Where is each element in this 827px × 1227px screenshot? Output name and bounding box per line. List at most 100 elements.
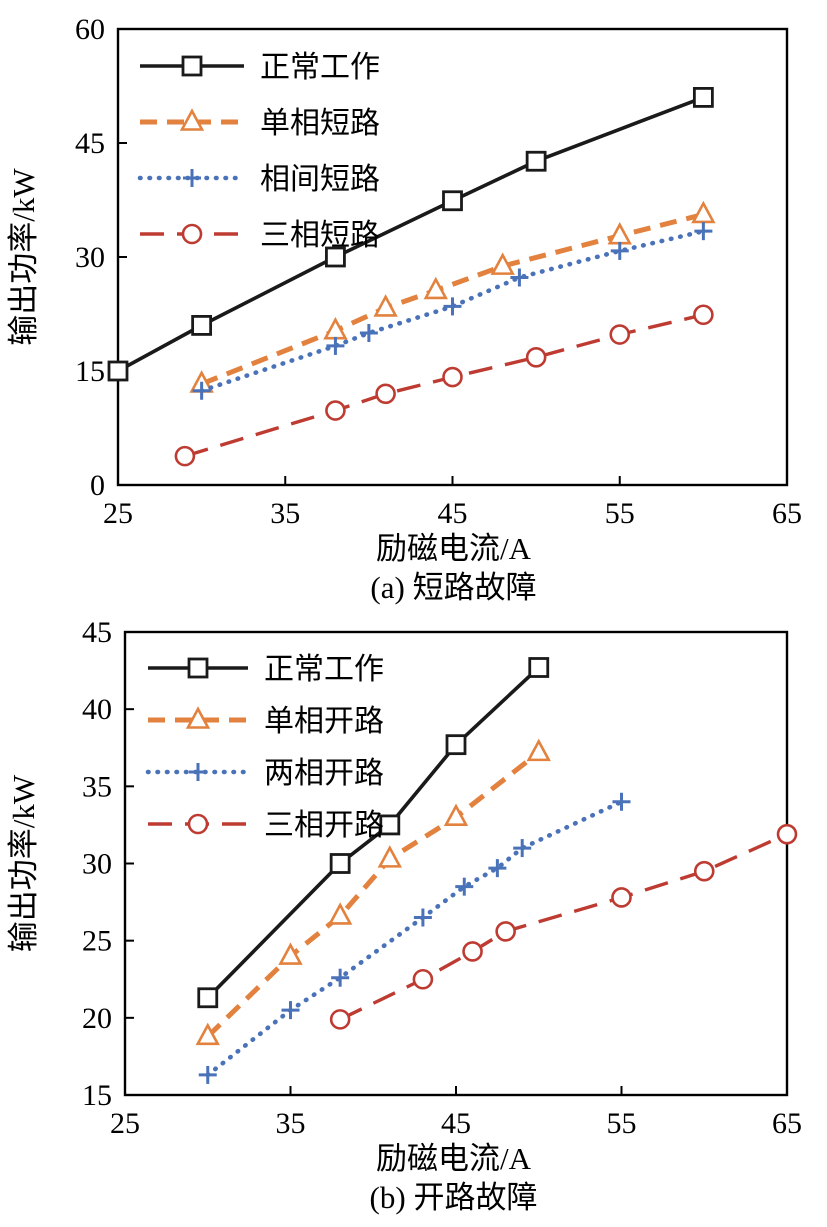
marker-circle bbox=[442, 366, 463, 388]
legend-item: 两相开路 bbox=[145, 757, 384, 790]
marker-square bbox=[525, 150, 547, 172]
legend-item: 三相开路 bbox=[148, 809, 384, 842]
marker-circle bbox=[375, 383, 396, 405]
marker-triangle bbox=[179, 108, 205, 131]
series-3 bbox=[192, 222, 713, 400]
y-tick-label: 60 bbox=[75, 13, 105, 46]
marker-triangle bbox=[443, 803, 469, 827]
chart-a-x-axis-label: 励磁电流/A bbox=[376, 531, 531, 566]
series-2 bbox=[195, 738, 551, 1046]
y-tick-label: 0 bbox=[90, 469, 105, 502]
series-4 bbox=[329, 824, 798, 1030]
marker-triangle bbox=[490, 252, 515, 275]
chart-a: 25 35 45 55 65 0 15 30 45 60 输出功率/kW 正常工作单相短路相间短路三相… bbox=[0, 4, 827, 606]
y-tick-label: 30 bbox=[82, 848, 112, 881]
series-line bbox=[117, 95, 705, 373]
legend-label: 单相开路 bbox=[264, 705, 384, 738]
legend-label: 单相短路 bbox=[260, 107, 380, 140]
chart-b: 25 35 45 55 65 15 20 25 30 35 40 45 输出功率/kW 正常工作 单相开路两… bbox=[0, 616, 827, 1216]
marker-square bbox=[325, 246, 346, 268]
chart-b-x-axis-label: 励磁电流/A bbox=[376, 1141, 531, 1177]
legend-label: 三相开路 bbox=[264, 809, 384, 842]
marker-square bbox=[107, 360, 129, 382]
marker-circle bbox=[609, 324, 631, 345]
legend-item: 单相开路 bbox=[148, 705, 384, 738]
marker-triangle bbox=[377, 845, 402, 868]
x-tick-label: 55 bbox=[607, 1107, 637, 1140]
y-tick-label: 15 bbox=[82, 1079, 112, 1112]
marker-circle bbox=[174, 445, 196, 467]
marker-triangle bbox=[278, 942, 303, 966]
marker-circle bbox=[329, 1009, 351, 1030]
y-tick-label: 15 bbox=[75, 355, 105, 388]
legend-label: 三相短路 bbox=[260, 219, 380, 252]
series-line bbox=[205, 799, 624, 1078]
plot-frame bbox=[116, 27, 789, 487]
marker-circle bbox=[412, 969, 434, 990]
legend-label: 两相开路 bbox=[264, 757, 384, 790]
chart-a-caption: (a) 短路故障 bbox=[370, 569, 537, 605]
y-axis-label: 输出功率/kW bbox=[6, 774, 41, 952]
legend-item: 相间短路 bbox=[137, 163, 380, 196]
series-1 bbox=[107, 87, 714, 382]
marker-circle bbox=[611, 887, 632, 908]
y-tick-label: 45 bbox=[82, 616, 112, 649]
legend-item: 正常工作 bbox=[148, 653, 384, 686]
y-tick-label: 30 bbox=[75, 241, 105, 274]
marker-square bbox=[445, 734, 467, 756]
legend-item: 三相短路 bbox=[140, 219, 380, 252]
marker-square bbox=[442, 190, 463, 212]
x-tick-label: 55 bbox=[605, 497, 635, 530]
marker-circle bbox=[693, 304, 714, 326]
x-tick-label: 65 bbox=[772, 1107, 802, 1140]
marker-square bbox=[528, 657, 550, 679]
axes: 25 35 45 55 65 15 20 25 30 35 40 45 输出功率/kW bbox=[6, 616, 802, 1140]
axes: 25 35 45 55 65 0 15 30 45 60 输出功率/kW bbox=[6, 13, 802, 530]
marker-triangle bbox=[185, 706, 211, 729]
legend-label: 正常工作 bbox=[264, 653, 384, 686]
y-tick-label: 45 bbox=[75, 127, 105, 160]
x-tick-label: 45 bbox=[438, 497, 468, 530]
legend-item: 正常工作 bbox=[140, 51, 380, 84]
marker-circle bbox=[693, 861, 715, 882]
x-tick-label: 35 bbox=[276, 1107, 306, 1140]
marker-triangle bbox=[526, 738, 551, 762]
plot-frame bbox=[123, 630, 789, 1097]
marker-circle bbox=[181, 223, 203, 245]
chart-b-plot: 25 35 45 55 65 15 20 25 30 35 40 45 输出功率/kW 正常工作单相开路两… bbox=[6, 616, 802, 1140]
marker-square bbox=[692, 87, 714, 108]
marker-triangle bbox=[327, 902, 353, 925]
y-tick-label: 25 bbox=[82, 925, 112, 958]
marker-square bbox=[191, 314, 213, 336]
marker-square bbox=[181, 55, 203, 77]
marker-square bbox=[329, 853, 351, 875]
x-tick-label: 25 bbox=[110, 1107, 140, 1140]
marker-triangle bbox=[423, 276, 448, 300]
x-tick-label: 25 bbox=[103, 497, 133, 530]
marker-triangle bbox=[195, 1022, 220, 1046]
chart-a-plot: 25 35 45 55 65 0 15 30 45 60 输出功率/kW 正常工作单相短路相间短路三相… bbox=[6, 13, 802, 530]
marker-circle bbox=[462, 941, 483, 962]
series-3 bbox=[198, 792, 631, 1085]
x-tick-label: 35 bbox=[270, 497, 300, 530]
marker-triangle bbox=[373, 294, 398, 317]
marker-triangle bbox=[607, 221, 632, 245]
marker-circle bbox=[776, 824, 798, 845]
x-tick-label: 65 bbox=[772, 497, 802, 530]
series-4 bbox=[174, 304, 714, 467]
marker-circle bbox=[495, 921, 516, 942]
marker-circle bbox=[325, 400, 346, 421]
marker-square bbox=[197, 987, 219, 1009]
series-line bbox=[206, 750, 541, 1039]
marker-circle bbox=[187, 813, 209, 835]
chart-b-caption: (b) 开路故障 bbox=[369, 1179, 538, 1215]
y-tick-label: 40 bbox=[82, 693, 112, 726]
y-axis-label: 输出功率/kW bbox=[6, 168, 41, 346]
legend-label: 相间短路 bbox=[260, 163, 380, 196]
marker-circle bbox=[525, 347, 547, 368]
marker-square bbox=[379, 814, 401, 836]
legend-item: 单相短路 bbox=[140, 107, 380, 140]
